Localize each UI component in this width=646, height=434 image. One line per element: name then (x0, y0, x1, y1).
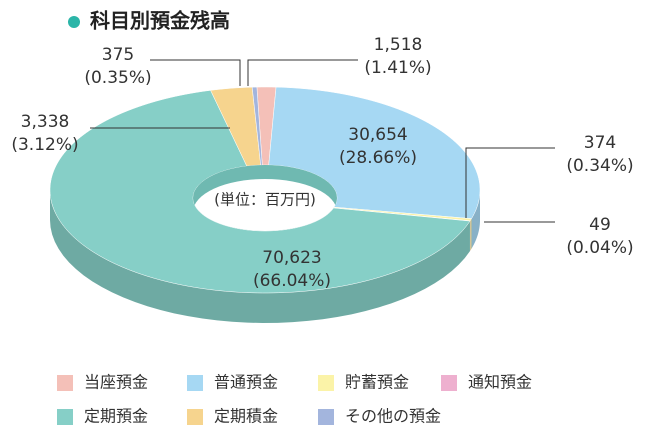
chart-title: 科目別預金残高 (90, 9, 230, 33)
percent-label: (0.34%) (566, 156, 633, 176)
legend-swatch (318, 375, 334, 391)
percent-label: (1.41%) (364, 58, 431, 78)
value-label: 70,623 (262, 248, 321, 268)
slice-side (470, 219, 471, 251)
percent-label: (0.35%) (84, 68, 151, 88)
legend-swatch (441, 375, 457, 391)
legend-label: 普通預金 (214, 373, 278, 392)
percent-label: (0.04%) (566, 238, 633, 258)
value-label: 30,654 (348, 125, 407, 145)
legend-label: 貯蓄預金 (345, 373, 409, 392)
legend-label: 当座預金 (84, 373, 148, 392)
value-label: 1,518 (374, 35, 423, 55)
legend-swatch (57, 409, 73, 425)
percent-label: (66.04%) (253, 271, 331, 291)
legend-label: 定期預金 (84, 407, 148, 426)
value-label: 49 (589, 215, 611, 235)
percent-label: (28.66%) (339, 148, 417, 168)
legend-swatch (187, 409, 203, 425)
leader-line (150, 60, 240, 86)
center-label: (単位：百万円) (214, 191, 316, 209)
legend-swatch (318, 409, 334, 425)
title-dot (68, 16, 80, 28)
legend-swatch (57, 375, 73, 391)
legend-label: 通知預金 (468, 373, 532, 392)
percent-label: (3.12%) (11, 135, 78, 155)
leader-line (248, 60, 358, 86)
value-label: 3,338 (21, 112, 70, 132)
legend-label: その他の預金 (345, 407, 441, 426)
legend-label: 定期積金 (214, 407, 278, 426)
value-label: 375 (102, 45, 134, 65)
legend-swatch (187, 375, 203, 391)
value-label: 374 (584, 133, 616, 153)
